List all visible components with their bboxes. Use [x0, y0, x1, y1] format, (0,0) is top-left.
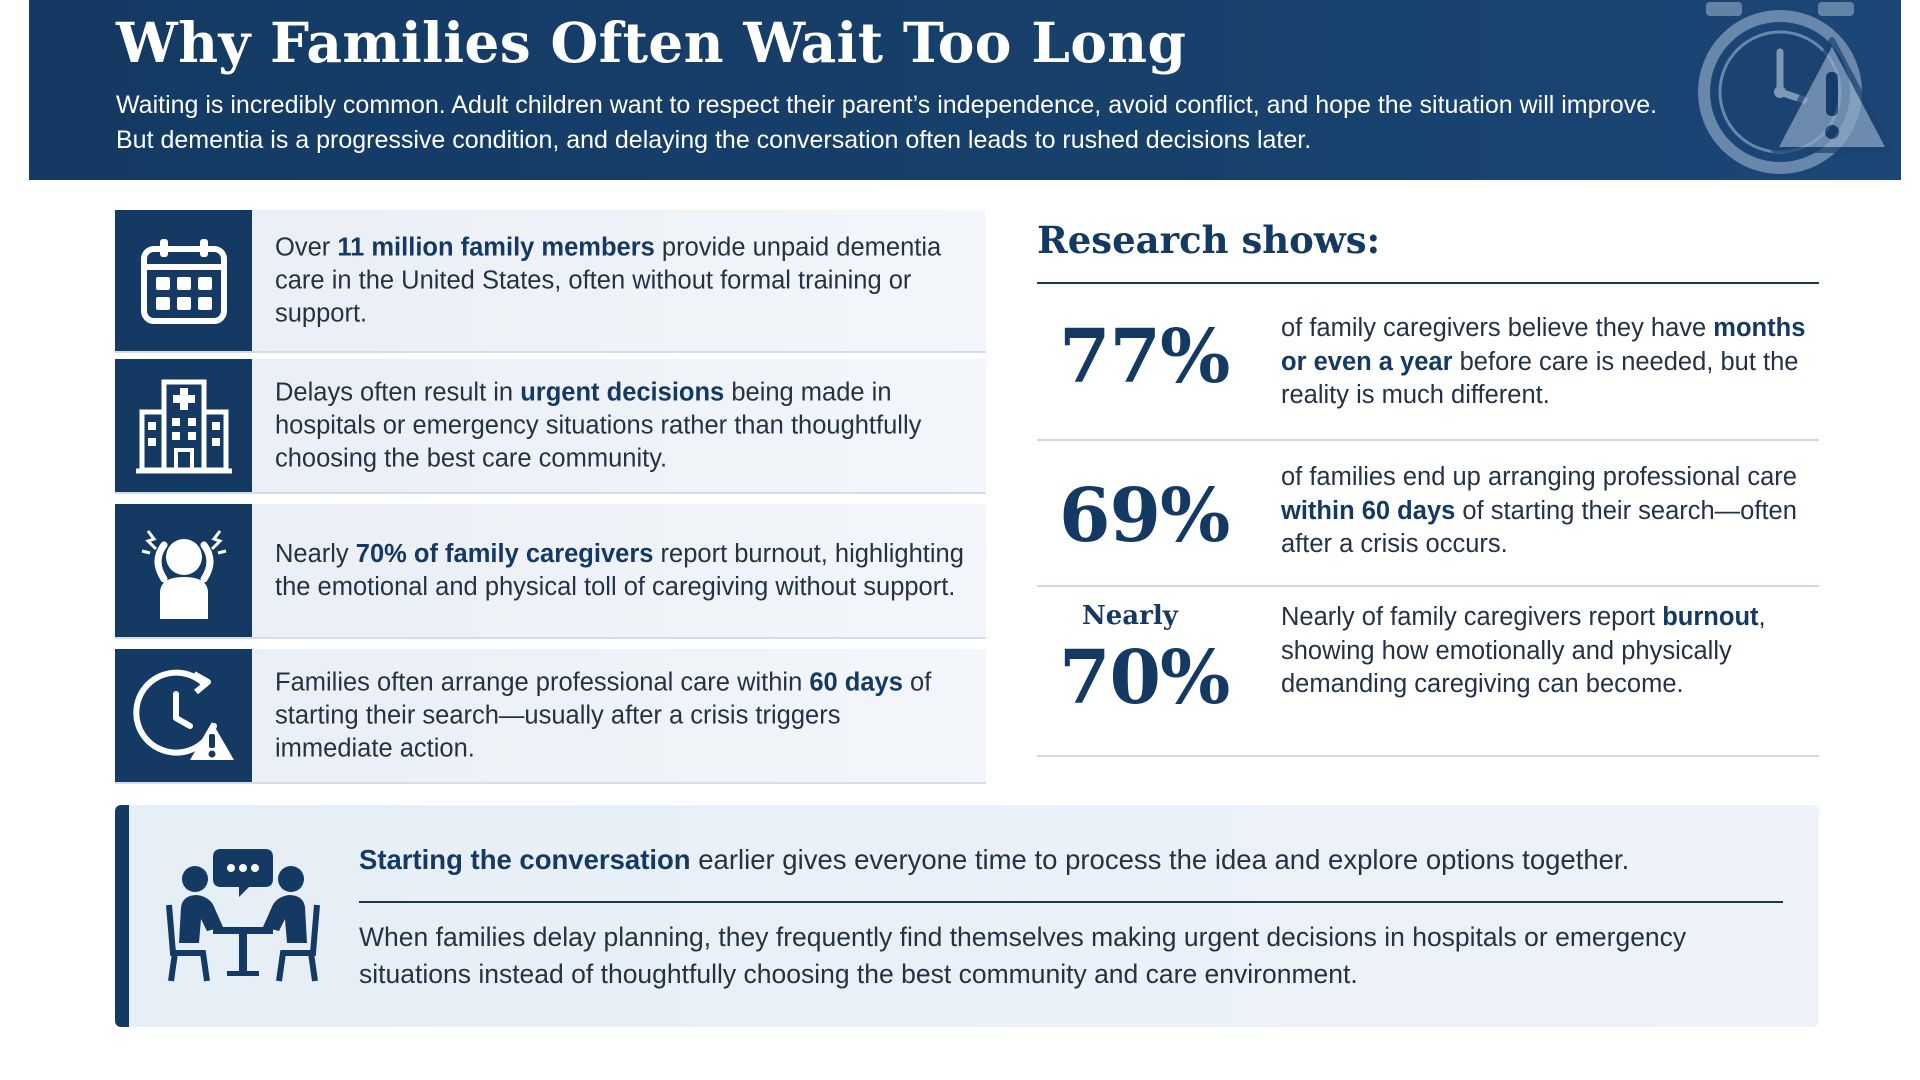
stat-text: of family caregivers believe they have m…	[1281, 314, 1806, 409]
conversation-icon	[166, 849, 320, 982]
facts-list: Over 11 million family members provide u…	[115, 210, 986, 790]
research-title: Research shows:	[1037, 218, 1381, 262]
panel-lead-text: Starting the conversation earlier gives …	[359, 844, 1630, 875]
stat-prefix: Nearly	[1082, 601, 1178, 631]
warning-icon	[1771, 37, 1893, 153]
stat-value: 77%	[1059, 314, 1230, 400]
fact-item: Nearly 70% of family caregivers report b…	[115, 504, 986, 639]
fact-icon-box	[115, 649, 252, 782]
stat-row: 77% of family caregivers believe they ha…	[1037, 284, 1819, 441]
stat-text: of families end up arranging professiona…	[1281, 463, 1797, 558]
stat-row: Nearly 70% Nearly of family caregivers r…	[1037, 587, 1819, 757]
header-banner: Why Families Often Wait Too Long Waiting…	[29, 0, 1901, 180]
research-section: Research shows: 77% of family caregivers…	[1037, 210, 1819, 757]
divider	[1037, 282, 1819, 284]
clock-warning-icon	[132, 669, 234, 760]
panel-body-text: When families delay planning, they frequ…	[359, 922, 1687, 989]
fact-icon-box	[115, 210, 252, 351]
page-title: Why Families Often Wait Too Long	[116, 10, 1187, 75]
panel-accent-bar	[115, 805, 129, 1027]
calendar-icon	[140, 238, 227, 324]
fact-text: Over 11 million family members provide u…	[275, 233, 942, 327]
divider	[359, 901, 1783, 903]
fact-item: Over 11 million family members provide u…	[115, 210, 986, 353]
fact-text: Delays often result in urgent decisions …	[275, 378, 922, 472]
fact-icon-box	[115, 359, 252, 492]
fact-icon-box	[115, 504, 252, 637]
hospital-icon	[135, 379, 232, 473]
conversation-panel: Starting the conversation earlier gives …	[115, 805, 1819, 1027]
stressed-person-icon	[141, 529, 226, 619]
fact-item: Families often arrange professional care…	[115, 649, 986, 784]
fact-text: Nearly 70% of family caregivers report b…	[275, 539, 964, 601]
fact-text: Families often arrange professional care…	[275, 668, 932, 762]
stat-row: 69% of families end up arranging profess…	[1037, 441, 1819, 587]
page-subtitle: Waiting is incredibly common. Adult chil…	[116, 91, 1658, 154]
stat-text: Nearly of family caregivers report burno…	[1281, 603, 1766, 698]
stat-value: 69%	[1059, 473, 1230, 559]
header-illustration	[1698, 2, 1893, 174]
stat-value: 70%	[1059, 635, 1230, 721]
fact-item: Delays often result in urgent decisions …	[115, 359, 986, 494]
